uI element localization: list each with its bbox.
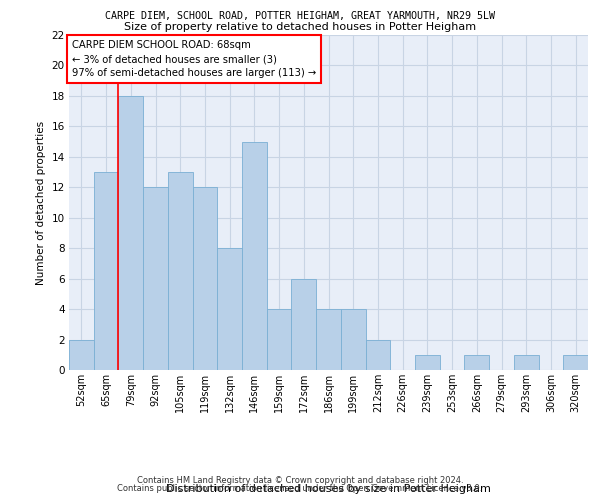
Text: CARPE DIEM SCHOOL ROAD: 68sqm
← 3% of detached houses are smaller (3)
97% of sem: CARPE DIEM SCHOOL ROAD: 68sqm ← 3% of de… — [71, 40, 316, 78]
Bar — [94, 172, 118, 370]
Bar — [316, 309, 341, 370]
Bar — [242, 142, 267, 370]
Bar — [563, 355, 588, 370]
Bar — [514, 355, 539, 370]
Bar — [292, 278, 316, 370]
Bar — [415, 355, 440, 370]
Bar — [365, 340, 390, 370]
Bar — [341, 309, 365, 370]
Bar — [168, 172, 193, 370]
Bar — [217, 248, 242, 370]
Text: CARPE DIEM, SCHOOL ROAD, POTTER HEIGHAM, GREAT YARMOUTH, NR29 5LW: CARPE DIEM, SCHOOL ROAD, POTTER HEIGHAM,… — [105, 11, 495, 21]
Y-axis label: Number of detached properties: Number of detached properties — [36, 120, 46, 284]
Bar — [143, 188, 168, 370]
Bar — [464, 355, 489, 370]
Text: Contains HM Land Registry data © Crown copyright and database right 2024.: Contains HM Land Registry data © Crown c… — [137, 476, 463, 485]
Bar — [118, 96, 143, 370]
Bar — [267, 309, 292, 370]
Bar — [193, 188, 217, 370]
Text: Size of property relative to detached houses in Potter Heigham: Size of property relative to detached ho… — [124, 22, 476, 32]
X-axis label: Distribution of detached houses by size in Potter Heigham: Distribution of detached houses by size … — [166, 484, 491, 494]
Bar — [69, 340, 94, 370]
Text: Contains public sector information licensed under the Open Government Licence v3: Contains public sector information licen… — [118, 484, 482, 493]
